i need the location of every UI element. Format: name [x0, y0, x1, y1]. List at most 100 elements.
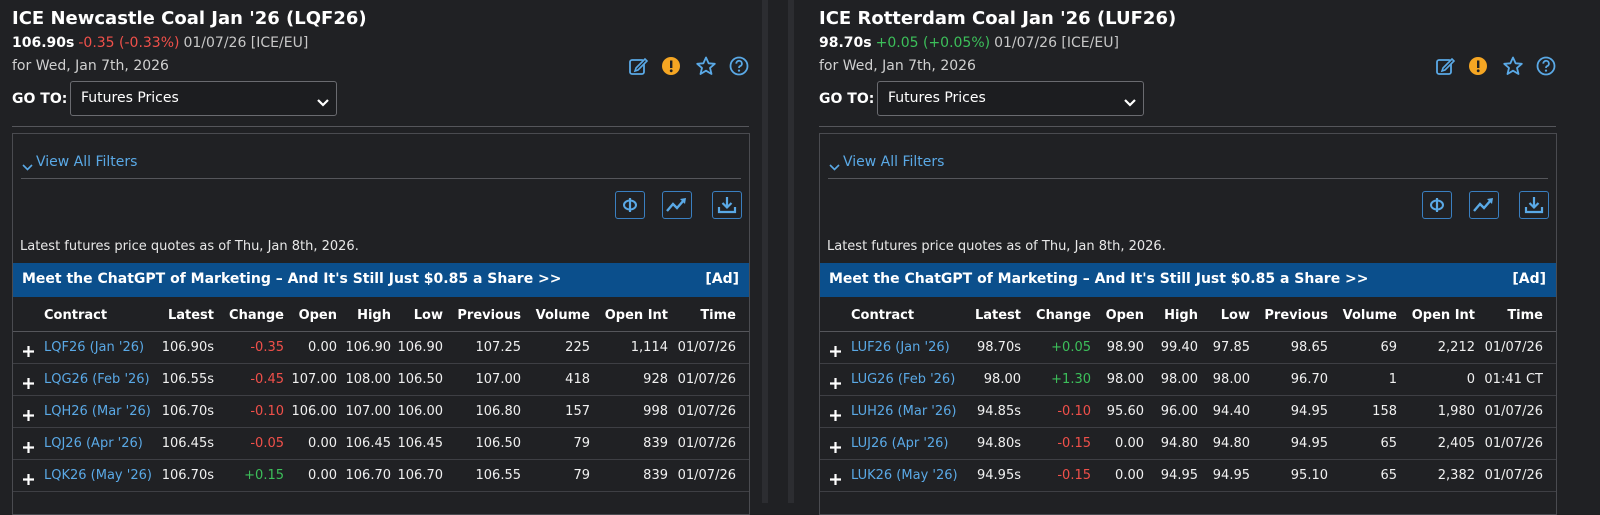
contract-link[interactable]: LQK26 (May '26) — [44, 468, 152, 483]
table-cell: 94.80 — [1212, 436, 1250, 451]
expand-icon[interactable] — [23, 342, 34, 361]
table-cell: 106.50 — [475, 436, 522, 451]
table-cell: 108.00 — [345, 372, 392, 387]
column-header: High — [357, 308, 391, 323]
row-rule — [820, 491, 1556, 492]
alert-icon[interactable] — [661, 56, 681, 80]
ad-banner[interactable]: Meet the ChatGPT of Marketing – And It's… — [13, 263, 749, 297]
expand-icon[interactable] — [23, 438, 34, 457]
table-cell: 94.95 — [1290, 436, 1328, 451]
symbol-button[interactable] — [1422, 191, 1452, 219]
contract-link[interactable]: LUK26 (May '26) — [851, 468, 958, 483]
table-cell: 106.90s — [161, 340, 214, 355]
chart-button[interactable] — [1469, 191, 1499, 219]
table-cell: 01/07/26 — [1484, 404, 1543, 419]
table-cell: 95.60 — [1106, 404, 1144, 419]
as-of: Latest futures price quotes as of Thu, J… — [20, 239, 359, 254]
table-cell: 839 — [643, 436, 668, 451]
symbol-button[interactable] — [615, 191, 645, 219]
contract-link[interactable]: LQH26 (Mar '26) — [44, 404, 151, 419]
filters-chevron — [22, 157, 33, 176]
table-cell: 0 — [1466, 372, 1475, 387]
expand-icon[interactable] — [830, 406, 841, 425]
help-icon[interactable] — [729, 56, 749, 80]
expand-icon[interactable] — [830, 374, 841, 393]
table-cell: -0.35 — [250, 340, 284, 355]
view-filters[interactable]: View All Filters — [843, 154, 945, 170]
column-header: Change — [229, 308, 284, 323]
table-cell: 2,382 — [1437, 468, 1475, 483]
edit-icon[interactable] — [1435, 56, 1456, 80]
last-price: 98.70s — [819, 35, 872, 51]
quote-panel: ICE Newcastle Coal Jan '26 (LQF26) 106.90… — [0, 0, 780, 515]
column-header: Previous — [457, 308, 521, 323]
divider — [762, 0, 768, 503]
goto-value: Futures Prices — [888, 90, 986, 106]
alert-icon[interactable] — [1468, 56, 1488, 80]
title: ICE Rotterdam Coal Jan '26 (LUF26) — [819, 8, 1177, 29]
table-cell: 106.70 — [345, 468, 392, 483]
table-cell: -0.15 — [1057, 468, 1091, 483]
contract-link[interactable]: LUJ26 (Apr '26) — [851, 436, 949, 451]
help-icon[interactable] — [1536, 56, 1556, 80]
table-cell: 94.95s — [977, 468, 1021, 483]
column-header: Open Int — [1411, 308, 1475, 323]
table-cell: 158 — [1372, 404, 1397, 419]
column-header: Latest — [167, 308, 214, 323]
table-cell: 0.00 — [308, 436, 337, 451]
ad-text: Meet the ChatGPT of Marketing – And It's… — [829, 271, 1369, 287]
table-cell: 106.90 — [345, 340, 392, 355]
table-cell: 79 — [573, 468, 590, 483]
column-header: Volume — [1342, 308, 1397, 323]
chart-button[interactable] — [662, 191, 692, 219]
view-filters[interactable]: View All Filters — [36, 154, 138, 170]
contract-link[interactable]: LQG26 (Feb '26) — [44, 372, 150, 387]
star-icon[interactable] — [695, 56, 717, 80]
download-button[interactable] — [712, 191, 742, 219]
table-cell: 98.00 — [1212, 372, 1250, 387]
table-cell: 94.80s — [977, 436, 1021, 451]
expand-icon[interactable] — [830, 342, 841, 361]
table-cell: 106.80 — [475, 404, 522, 419]
contract-link[interactable]: LUG26 (Feb '26) — [851, 372, 956, 387]
column-header: Contract — [44, 308, 108, 323]
table-cell: 98.00 — [1106, 372, 1144, 387]
row-rule — [13, 491, 749, 492]
contract-link[interactable]: LQJ26 (Apr '26) — [44, 436, 143, 451]
contract-link[interactable]: LQF26 (Jan '26) — [44, 340, 145, 355]
goto-select[interactable]: Futures Prices — [70, 81, 337, 116]
column-header: Low — [1220, 308, 1250, 323]
goto-value: Futures Prices — [81, 90, 179, 106]
table-cell: 01/07/26 — [1484, 340, 1543, 355]
download-button[interactable] — [1519, 191, 1549, 219]
divider — [788, 0, 794, 503]
ad-banner[interactable]: Meet the ChatGPT of Marketing – And It's… — [820, 263, 1556, 297]
table-cell: 106.00 — [291, 404, 338, 419]
expand-icon[interactable] — [23, 374, 34, 393]
column-header: Low — [413, 308, 443, 323]
as-of: Latest futures price quotes as of Thu, J… — [827, 239, 1166, 254]
separator — [819, 126, 1556, 127]
filters-rule — [828, 178, 1548, 179]
edit-icon[interactable] — [628, 56, 649, 80]
quote-info: 01/07/26 [ICE/EU] — [183, 35, 309, 51]
star-icon[interactable] — [1502, 56, 1524, 80]
expand-icon[interactable] — [830, 470, 841, 489]
table-cell: 01/07/26 — [677, 372, 736, 387]
contract-link[interactable]: LUH26 (Mar '26) — [851, 404, 957, 419]
ad-text: Meet the ChatGPT of Marketing – And It's… — [22, 271, 562, 287]
expand-icon[interactable] — [23, 406, 34, 425]
table-cell: 106.45 — [397, 436, 444, 451]
goto-select[interactable]: Futures Prices — [877, 81, 1144, 116]
table-cell: 106.55s — [161, 372, 214, 387]
expand-icon[interactable] — [830, 438, 841, 457]
table-cell: 106.45s — [161, 436, 214, 451]
table-cell: 01/07/26 — [677, 404, 736, 419]
table-cell: 225 — [565, 340, 590, 355]
table-cell: 839 — [643, 468, 668, 483]
table-cell: 106.45 — [345, 436, 392, 451]
expand-icon[interactable] — [23, 470, 34, 489]
contract-link[interactable]: LUF26 (Jan '26) — [851, 340, 950, 355]
table-cell: 106.70 — [397, 468, 444, 483]
table-cell: +1.30 — [1051, 372, 1091, 387]
